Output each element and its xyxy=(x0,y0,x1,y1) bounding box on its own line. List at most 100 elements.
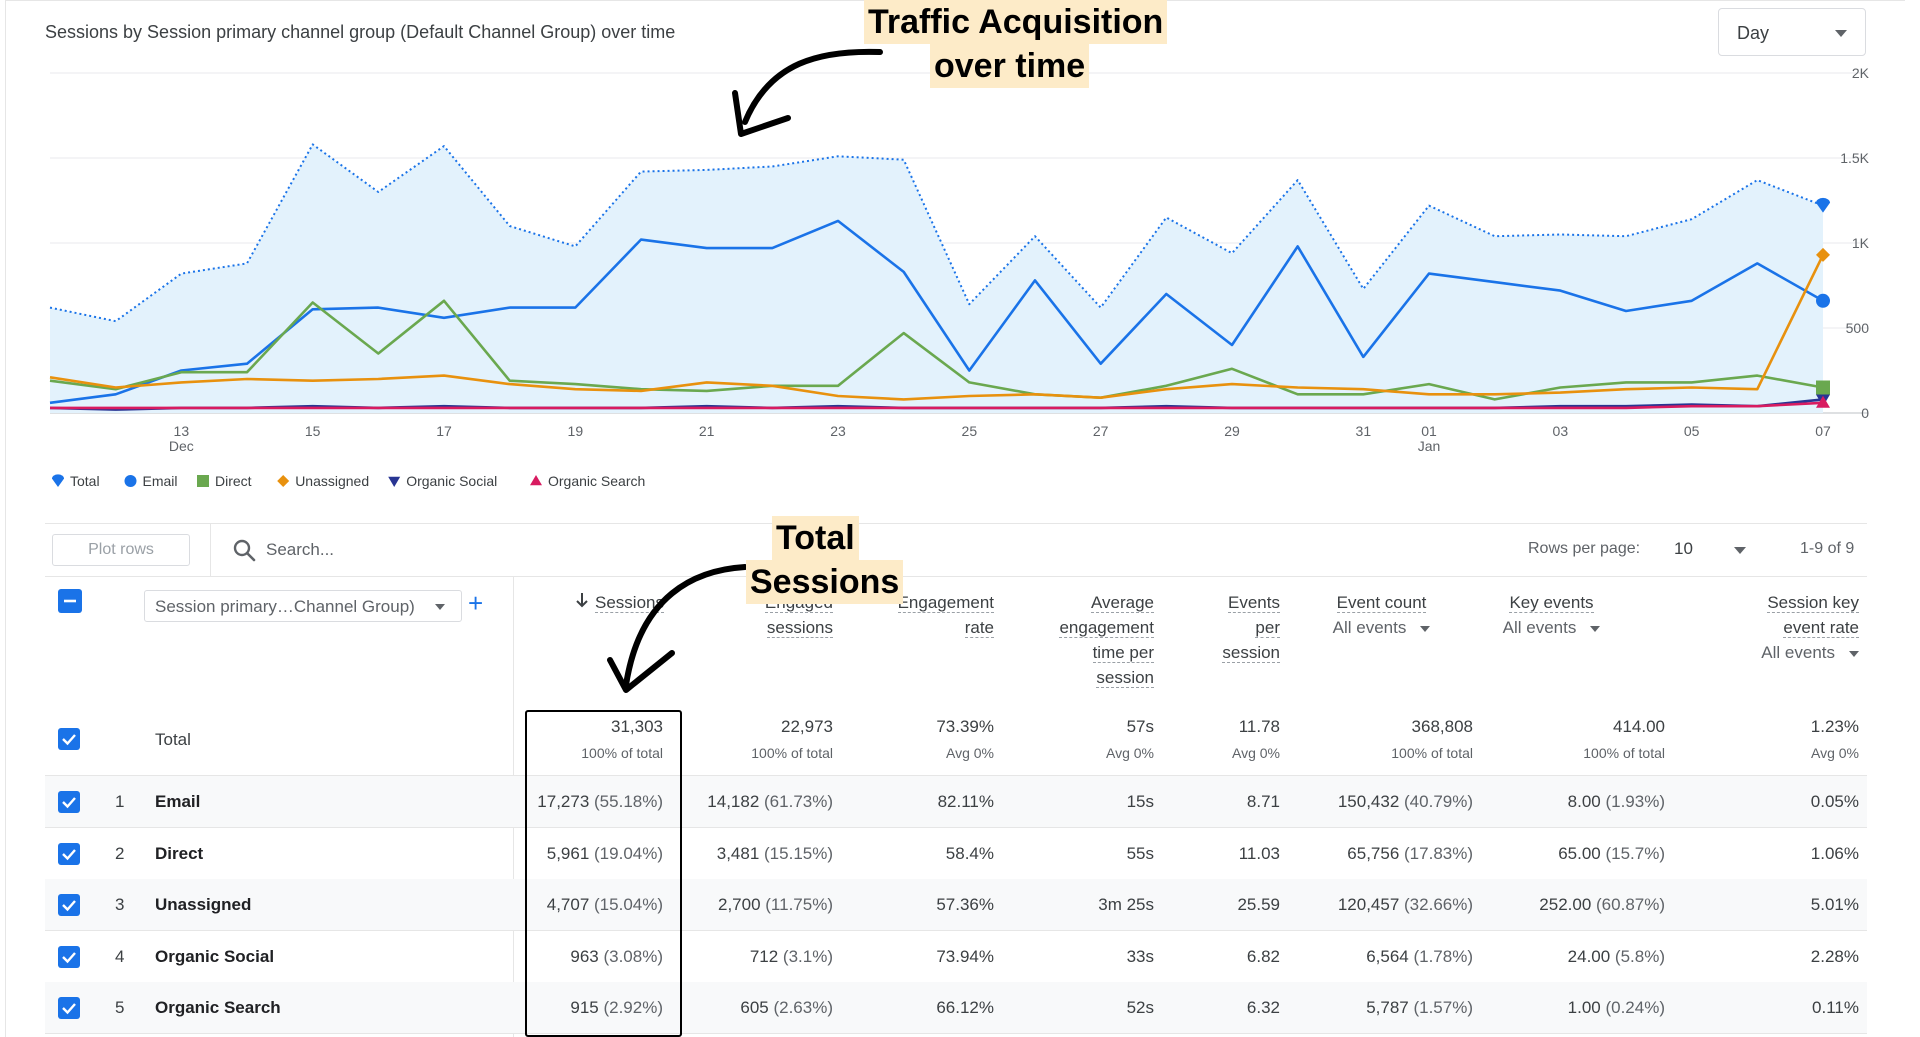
row-checkbox[interactable] xyxy=(58,997,80,1019)
x-tick-label: 29 xyxy=(1224,423,1240,439)
cell-value: 252.00 xyxy=(1539,895,1592,914)
session-key-event-rate-header[interactable]: Session key event rate All events xyxy=(1700,590,1859,665)
cell-value: 6.32 xyxy=(1246,998,1280,1017)
legend-item[interactable]: Total xyxy=(52,473,100,489)
legend-label: Email xyxy=(143,473,178,489)
sessions-header-label: Sessions xyxy=(595,593,664,613)
row-channel-name[interactable]: Unassigned xyxy=(155,895,252,914)
total-skr: 1.23% xyxy=(1810,717,1859,736)
cell-percent: (60.87%) xyxy=(1591,895,1665,914)
keyev-event-filter[interactable]: All events xyxy=(1480,615,1623,640)
search-input[interactable] xyxy=(266,536,566,564)
row-avgtime-cell: 33s xyxy=(1127,947,1154,967)
cell-percent: (61.73%) xyxy=(759,792,833,811)
row-channel-name[interactable]: Organic Search xyxy=(155,998,281,1017)
cell-percent: (19.04%) xyxy=(589,844,663,863)
cell-value: 6,564 xyxy=(1366,947,1409,966)
engrate-header-l2: rate xyxy=(964,618,994,638)
avg-header-l4: session xyxy=(1096,668,1154,688)
legend-item[interactable]: Unassigned xyxy=(277,473,369,489)
evcount-event-filter[interactable]: All events xyxy=(1310,615,1453,640)
cell-value: 712 xyxy=(749,947,779,966)
total-evcount-sub: 100% of total xyxy=(1391,745,1473,761)
row-evcount-cell: 5,787 (1.57%) xyxy=(1366,998,1473,1018)
engagement-rate-header[interactable]: Engagement rate xyxy=(860,590,994,640)
cell-value: 150,432 xyxy=(1337,792,1400,811)
cell-percent: (1.93%) xyxy=(1600,792,1665,811)
checkmark-icon xyxy=(62,797,76,809)
cell-value: 58.4% xyxy=(945,844,994,863)
legend-item[interactable]: Organic Search xyxy=(530,473,645,489)
minus-icon xyxy=(64,599,76,603)
row-eps-cell: 8.71 xyxy=(1247,792,1280,812)
select-all-checkbox[interactable] xyxy=(58,589,82,613)
legend-item[interactable]: Organic Social xyxy=(388,473,497,489)
row-checkbox[interactable] xyxy=(58,894,80,916)
rows-per-page-select[interactable]: 10 xyxy=(1674,539,1693,558)
row-number: 1 xyxy=(115,792,125,811)
cell-value: 15s xyxy=(1126,792,1154,811)
row-channel-name[interactable]: Organic Social xyxy=(155,947,275,966)
events-per-session-header[interactable]: Events per session xyxy=(1180,590,1280,665)
event-count-header[interactable]: Event count All events xyxy=(1310,590,1453,640)
y-tick-label: 1K xyxy=(1852,235,1870,251)
total-avgtime: 57s xyxy=(1126,717,1154,736)
series-line-organic-search xyxy=(50,401,1824,410)
total-row-checkbox[interactable] xyxy=(58,728,80,750)
legend-item[interactable]: Direct xyxy=(197,473,252,489)
legend-triangle-up-icon xyxy=(530,475,542,486)
row-channel-name[interactable]: Direct xyxy=(155,844,204,863)
sort-descending-icon xyxy=(575,590,589,615)
row-eps-cell: 11.03 xyxy=(1239,844,1280,864)
x-tick-month: Dec xyxy=(169,438,194,454)
plot-rows-button[interactable]: Plot rows xyxy=(52,534,190,566)
row-keyev-cell: 252.00 (60.87%) xyxy=(1539,895,1665,915)
search-icon xyxy=(233,539,256,562)
cell-value: 0.05% xyxy=(1810,792,1859,811)
legend-label: Direct xyxy=(215,473,252,489)
cell-value: 915 xyxy=(570,998,599,1017)
granularity-dropdown[interactable]: Day xyxy=(1718,8,1866,56)
skr-event-filter[interactable]: All events xyxy=(1700,640,1859,665)
cell-percent: (2.63%) xyxy=(768,998,833,1017)
key-events-header[interactable]: Key events All events xyxy=(1480,590,1623,640)
row-channel-name[interactable]: Email xyxy=(155,792,201,811)
toolbar-top-divider xyxy=(45,523,1867,524)
cell-percent: (55.18%) xyxy=(589,792,663,811)
legend-item[interactable]: Email xyxy=(124,473,178,489)
total-engrate-sub: Avg 0% xyxy=(946,745,994,761)
add-dimension-button[interactable]: + xyxy=(468,588,484,618)
traffic-arrow xyxy=(732,48,883,137)
dimension-dropdown[interactable]: Session primary…Channel Group) xyxy=(144,590,462,622)
row-checkbox[interactable] xyxy=(58,791,80,813)
sessions-callout-line2: Sessions xyxy=(750,563,900,601)
total-keyev: 414.00 xyxy=(1613,717,1665,736)
cell-percent: (15.04%) xyxy=(589,895,663,914)
skr-header-l2: event rate xyxy=(1783,618,1859,638)
cell-value: 25.59 xyxy=(1237,895,1280,914)
cell-value: 3m 25s xyxy=(1098,895,1154,914)
avg-engagement-time-header[interactable]: Average engagement time per session xyxy=(1010,590,1154,690)
cell-percent: (2.92%) xyxy=(598,998,663,1017)
chevron-down-icon xyxy=(435,604,445,610)
skr-header-l1: Session key xyxy=(1767,593,1859,613)
chevron-down-icon[interactable] xyxy=(1734,547,1746,554)
row-keyev-cell: 8.00 (1.93%) xyxy=(1568,792,1665,812)
keyev-header-l1: Key events xyxy=(1509,593,1594,613)
chart-legend[interactable]: Total Email Direct Unassigned Organic Social… xyxy=(52,473,645,489)
chart-series xyxy=(49,143,1825,413)
row-keyev-cell: 24.00 (5.8%) xyxy=(1568,947,1665,967)
legend-square-icon xyxy=(197,475,209,487)
row-band xyxy=(45,776,1867,827)
engaged-header-l2: sessions xyxy=(766,618,833,638)
row-sessions-cell: 5,961 (19.04%) xyxy=(547,844,663,864)
row-checkbox[interactable] xyxy=(58,946,80,968)
legend-circle-icon xyxy=(124,475,137,487)
row-number: 3 xyxy=(115,895,125,914)
row-skr-cell: 0.11% xyxy=(1812,998,1859,1018)
sessions-column-header[interactable]: Sessions xyxy=(560,590,664,615)
epc-header-l1: Events xyxy=(1228,593,1280,613)
traffic-callout-second: over time xyxy=(930,44,1090,88)
row-checkbox[interactable] xyxy=(58,843,80,865)
